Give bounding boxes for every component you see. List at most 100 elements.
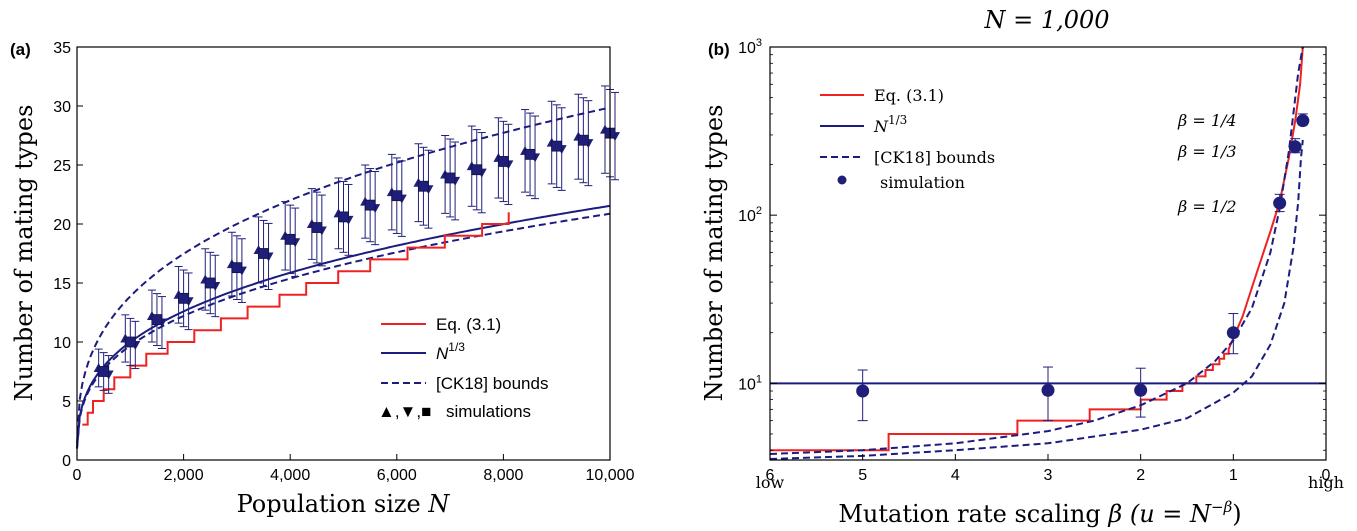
panel-a-x-tick-label: 0 xyxy=(73,467,82,484)
panel-a-sim-point xyxy=(333,177,354,256)
panel-b-clipped xyxy=(770,47,1326,460)
legend-b-sim-dot xyxy=(837,175,847,185)
panel-a-y-tick-label: 0 xyxy=(62,453,71,470)
panel-b-sim-point xyxy=(1226,313,1240,355)
panel-b-series-ck18 xyxy=(770,139,1304,460)
annotation-beta-quarter: β = 1/4 xyxy=(1177,111,1237,130)
panel-b-series xyxy=(770,47,1326,460)
panel-a-x-tick-label: 8,000 xyxy=(483,467,523,484)
panel-a-sim-point xyxy=(280,201,301,278)
panel-a-sim-point xyxy=(93,348,114,394)
panel-a-x-axis-title: Population size N xyxy=(237,490,451,518)
legend-a-sim-markers: ▲,▼,■ xyxy=(378,402,431,421)
panel-a-sim-square xyxy=(151,314,163,325)
panel-a-sim-square xyxy=(364,199,376,211)
legend-a-power-base: N xyxy=(436,344,449,363)
panel-a-y-tick-label: 10 xyxy=(53,335,71,352)
panel-a-sim-square xyxy=(231,262,243,274)
panel-b-x-tick-label: 4 xyxy=(951,467,960,484)
panel-a-sim-point xyxy=(573,93,594,187)
panel-b-sim-dot xyxy=(856,384,870,398)
panel-a-sim-square xyxy=(124,336,136,348)
panel-b-y-tick-exp: 2 xyxy=(756,205,762,217)
panel-b-sim-dot xyxy=(1041,383,1055,397)
panel-a-x-tick-label: 10,000 xyxy=(586,467,635,484)
panel-b-xlabel-close: ) xyxy=(1232,500,1241,528)
panel-a-xlabel-var: N xyxy=(427,490,450,518)
panel-a-sim-square xyxy=(551,140,563,152)
panel-a-frame xyxy=(76,46,611,461)
panel-b-sim-dot xyxy=(1296,114,1310,128)
panel-b-y-tick-base: 10 xyxy=(738,208,756,225)
legend-b-power-base: N xyxy=(873,117,889,136)
panel-a-sim-point xyxy=(120,314,141,370)
panel-b-title: N = 1,000 xyxy=(983,6,1109,34)
legend-a-sim-label: simulations xyxy=(446,402,531,421)
panel-a-y-tick-label: 15 xyxy=(53,276,71,293)
panel-a-xlabel-text: Population size xyxy=(237,490,421,518)
panel-a-label: (a) xyxy=(10,40,31,59)
panel-a-sim-square xyxy=(418,180,429,192)
panel-a-series xyxy=(76,85,620,449)
panel-a-y-tick-label: 30 xyxy=(53,99,71,116)
panel-b-label: (b) xyxy=(708,40,730,59)
panel-b-sim-dot xyxy=(1273,196,1287,210)
panel-a-sim-point xyxy=(253,216,274,290)
legend-a-eq31-label: Eq. (3.1) xyxy=(436,315,501,334)
panel-b-sim-dot xyxy=(1226,326,1240,340)
legend-b-power-label: N1/3 xyxy=(873,113,907,136)
panel-a-sim-square xyxy=(98,366,110,377)
panel-b-sim-point xyxy=(856,369,870,422)
panel-a-sim-point xyxy=(466,125,487,214)
panel-a-x-tick-label: 2,000 xyxy=(164,467,204,484)
panel-b-y-tick-exp: 1 xyxy=(756,373,762,385)
panel-b-x-end-high: high xyxy=(1308,473,1344,492)
panel-a-sim-point xyxy=(520,109,541,200)
panel-a-sim-point xyxy=(200,248,221,318)
panel-a-sim-point xyxy=(440,135,461,221)
panel-b-xlabel-var: β xyxy=(1107,500,1122,528)
panel-b-x-tick-label: 3 xyxy=(1044,467,1053,484)
panel-a-sim-point xyxy=(413,143,434,229)
panel-a-sim-square xyxy=(391,190,403,202)
panel-b-y-tick-label: 102 xyxy=(738,205,762,225)
annotation-beta-third: β = 1/3 xyxy=(1177,142,1237,161)
panel-b-series-ck18 xyxy=(770,47,1304,455)
panel-a-y-tick-label: 5 xyxy=(62,394,71,411)
panel-b-y-axis-title: Number of mating types xyxy=(700,105,728,402)
legend-b-sim-label: simulation xyxy=(880,173,965,192)
panel-a-y-axis-title: Number of mating types xyxy=(10,105,38,402)
panel-a-sim-square xyxy=(311,222,323,233)
panel-b-x-ticks: 6 5 4 3 2 1 0 xyxy=(766,454,1331,484)
panel-a-sim-square xyxy=(204,277,216,289)
panel-b-x-tick-label: 6 xyxy=(766,467,775,484)
panel-a: (a) 0 2,000 4,000 6,000 8,000 10,000 0 5 10 15 20… xyxy=(10,40,635,518)
panel-b-legend: Eq. (3.1) N1/3 [CK18] bounds simulation xyxy=(820,86,995,192)
panel-a-sim-square xyxy=(577,134,589,146)
panel-a-sim-square xyxy=(258,248,269,259)
panel-b-x-tick-label: 0 xyxy=(1322,467,1331,484)
panel-a-y-tick-label: 35 xyxy=(53,40,71,57)
panel-a-x-tick-label: 4,000 xyxy=(270,467,310,484)
panel-a-y-ticks: 0 5 10 15 20 25 30 35 xyxy=(53,40,83,470)
legend-b-ck18-label: [CK18] bounds xyxy=(874,148,995,167)
legend-b-eq31-label: Eq. (3.1) xyxy=(874,86,944,105)
panel-b-xlabel-paren: (u = N xyxy=(1130,500,1212,528)
panel-b-sim-dot xyxy=(1134,383,1148,397)
panel-b-xlabel-exp: −β xyxy=(1211,498,1233,516)
legend-a-ck18-label: [CK18] bounds xyxy=(436,374,548,393)
panel-b-y-tick-label: 103 xyxy=(738,37,762,57)
annotation-beta-half: β = 1/2 xyxy=(1177,197,1237,216)
panel-a-x-tick-label: 6,000 xyxy=(377,467,417,484)
legend-a-power-exp: 1/3 xyxy=(448,340,465,354)
panel-a-sim-point xyxy=(226,231,247,303)
panel-b-y-tick-base: 10 xyxy=(738,376,756,393)
panel-a-sim-point xyxy=(493,117,514,206)
panel-b-x-tick-label: 2 xyxy=(1136,467,1145,484)
panel-a-sim-point xyxy=(146,289,167,349)
panel-a-sim-point xyxy=(360,164,381,246)
panel-b-series-eq31 xyxy=(770,47,1304,452)
panel-b-y-tick-label: 101 xyxy=(738,373,762,393)
